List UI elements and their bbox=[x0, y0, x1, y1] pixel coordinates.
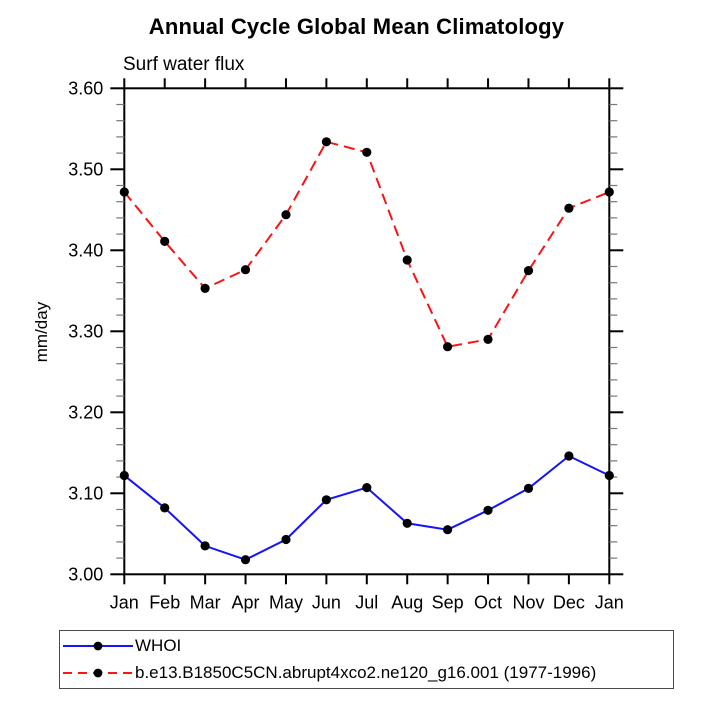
legend: WHOI b.e13.B1850C5CN.abrupt4xco2.ne120_g… bbox=[59, 630, 674, 689]
x-tick-label: Mar bbox=[190, 592, 221, 612]
data-point-marker bbox=[604, 187, 614, 197]
chart-subtitle: Surf water flux bbox=[123, 54, 245, 75]
data-point-marker bbox=[281, 210, 291, 220]
y-tick-label: 3.10 bbox=[68, 483, 103, 503]
data-point-marker bbox=[281, 534, 291, 545]
x-tick-label: Dec bbox=[553, 592, 585, 612]
data-point-marker bbox=[160, 503, 170, 513]
legend-label-model: b.e13.B1850C5CN.abrupt4xco2.ne120_g16.00… bbox=[135, 663, 597, 682]
data-point-marker bbox=[483, 505, 493, 515]
data-point-marker bbox=[523, 266, 534, 276]
chart-title: Annual Cycle Global Mean Climatology bbox=[148, 14, 565, 39]
y-tick-label: 3.20 bbox=[68, 402, 103, 422]
data-point-marker bbox=[240, 555, 251, 565]
legend-line-sample-model bbox=[63, 668, 133, 678]
data-point-marker bbox=[443, 525, 453, 535]
data-point-marker bbox=[362, 483, 372, 493]
x-tick-label: May bbox=[269, 592, 303, 612]
x-tick-label: Aug bbox=[391, 592, 423, 612]
series-line-1 bbox=[123, 140, 610, 348]
legend-marker-icon bbox=[93, 641, 103, 651]
data-point-marker bbox=[604, 470, 614, 481]
legend-row-model: b.e13.B1850C5CN.abrupt4xco2.ne120_g16.00… bbox=[60, 661, 673, 685]
x-tick-label: Nov bbox=[512, 592, 544, 612]
legend-label-whoi: WHOI bbox=[135, 636, 182, 655]
data-point-marker bbox=[362, 147, 372, 157]
x-tick-label: Oct bbox=[474, 592, 502, 612]
data-point-marker bbox=[402, 518, 412, 528]
data-point-marker bbox=[119, 470, 129, 481]
legend-line-sample-whoi bbox=[63, 641, 133, 651]
x-tick-label: Feb bbox=[149, 592, 180, 612]
data-point-marker bbox=[483, 334, 493, 344]
data-point-marker bbox=[564, 451, 574, 461]
x-tick-label: Jun bbox=[312, 592, 341, 612]
data-point-marker bbox=[321, 495, 331, 505]
legend-marker-icon bbox=[93, 668, 103, 678]
data-point-marker bbox=[564, 203, 574, 213]
x-tick-label: Apr bbox=[232, 592, 260, 612]
data-point-marker bbox=[119, 187, 129, 197]
x-tick-label: Jul bbox=[355, 592, 378, 612]
x-tick-label: Sep bbox=[432, 592, 464, 612]
y-tick-label: 3.50 bbox=[68, 159, 103, 179]
data-point-marker bbox=[443, 342, 453, 352]
data-point-marker bbox=[402, 255, 412, 265]
series-line-0 bbox=[123, 454, 610, 561]
y-tick-label: 3.40 bbox=[68, 240, 103, 260]
legend-row-whoi: WHOI bbox=[60, 634, 673, 658]
data-point-marker bbox=[160, 236, 170, 246]
y-tick-label: 3.00 bbox=[68, 564, 103, 584]
x-tick-label: Jan bbox=[595, 592, 624, 612]
y-tick-label: 3.30 bbox=[68, 321, 103, 341]
data-point-marker bbox=[200, 283, 210, 293]
y-tick-label: 3.60 bbox=[68, 78, 103, 98]
x-tick-label: Jan bbox=[110, 592, 139, 612]
data-point-marker bbox=[321, 137, 331, 147]
data-point-marker bbox=[523, 483, 534, 493]
plot-frame bbox=[123, 87, 611, 576]
data-point-marker bbox=[240, 265, 251, 275]
data-point-marker bbox=[200, 541, 210, 551]
